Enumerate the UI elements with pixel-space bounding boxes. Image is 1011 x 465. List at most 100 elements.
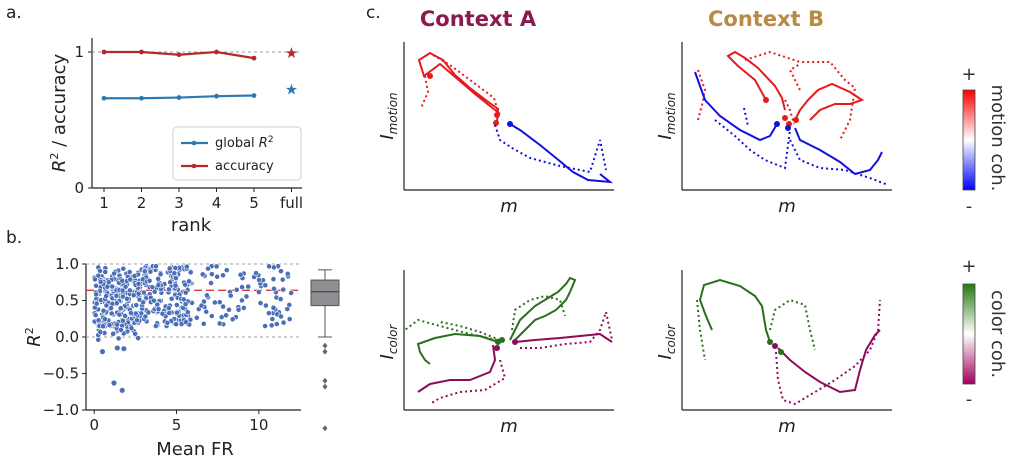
scatter-point [141,289,147,296]
scatter-point [122,283,129,290]
y-axis-label: R2 / accuracy [48,54,70,173]
scatter-point [262,302,269,309]
scatter-point [186,278,192,285]
scatter-point [113,300,120,307]
scatter-point [229,316,236,323]
scatter-point [159,310,166,317]
scatter-point [239,284,245,290]
scatter-point [216,320,223,327]
scatter-point [213,263,220,270]
scatter-point [245,283,252,290]
x-tick-label: 0 [89,416,99,434]
box-flier [322,348,328,355]
scatter-point [279,276,286,283]
scatter-point [126,269,133,275]
scatter-point [114,321,121,328]
scatter-point [135,335,142,342]
colorbar-color-minus: - [966,389,973,410]
scatter-point [256,277,262,283]
scatter-point [239,297,245,304]
data-point [101,49,107,55]
scatter-point [203,308,210,315]
panel-letter-c: c. [366,3,381,23]
data-point [139,49,144,55]
x-tick-label: 2 [137,194,147,212]
box-flier [322,425,328,432]
scatter-point [152,323,159,329]
scatter-point [134,317,140,324]
context-a-title: Context A [420,7,537,31]
x-tick-label: 1 [99,194,109,212]
data-point [139,95,144,101]
scatter-point [111,380,117,386]
scatter-point [280,286,287,293]
scatter-point [284,270,291,277]
y-tick-label: −0.5 [43,365,79,383]
scatter-point [270,304,277,311]
scatter-point [120,265,127,272]
y-tick-label: 1.0 [55,255,79,273]
scatter-point [243,293,250,300]
scatter-point [266,263,273,270]
data-point [101,95,107,101]
scatter-point [97,329,104,336]
x-tick-label: 3 [174,194,184,212]
scatter-point [165,305,172,311]
scatter-point [121,346,127,352]
legend-entry-accuracy: accuracy [215,159,274,174]
scatter-point [157,271,164,278]
y-label-imotion: Imotion [377,92,400,139]
scatter-point [92,312,99,319]
colorbar-color-label: color coh. [987,290,1008,378]
subplot-color-context-a: m Icolor [377,270,614,437]
scatter-point [93,291,100,298]
y-label-icolor-b: Icolor [655,324,678,360]
scatter-point [103,302,110,309]
scatter-point [199,271,206,278]
panel-letter-b: b. [6,228,22,248]
scatter-point [208,280,214,286]
scatter-point [151,288,158,295]
colorbar-motion: + - motion coh. [961,64,1008,217]
full-star-marker: ★ [285,81,298,99]
scatter-point [153,263,159,270]
scatter-point [124,295,130,302]
scatter-point [198,302,205,309]
scatter-point [284,306,291,312]
box-flier [322,342,328,349]
scatter-point [130,292,137,299]
scatter-point [93,300,100,307]
scatter-point [184,309,191,316]
scatter-point [173,275,179,282]
scatter-point [223,267,230,274]
scatter-point [220,272,226,279]
scatter-point [171,270,178,277]
scatter-point [92,276,98,283]
x-label-m: m [500,196,518,217]
scatter-point [116,311,123,318]
scatter-point [166,310,173,316]
scatter-point [172,282,179,289]
scatter-point [119,277,126,284]
x-axis-label-b: Mean FR [156,439,234,460]
scatter-point [235,306,242,313]
data-point [251,93,257,98]
scatter-point [140,299,146,306]
scatter-point [182,281,189,288]
colorbar-color: + - color coh. [961,256,1008,410]
scatter-point [193,314,200,321]
box-flier [322,377,328,384]
scatter-point [182,289,189,296]
scatter-point [187,316,194,323]
scatter-point [255,289,262,295]
scatter-point [172,265,179,271]
scatter-point [271,264,277,271]
panel-b-chart: 1.0 0.5 0.0 −0.5 −1.0 0 5 10 R2 Mean FR [23,255,340,460]
scatter-point [262,282,269,289]
data-point [214,93,219,99]
scatter-point [208,313,215,319]
scatter-point [183,263,190,270]
scatter-point [135,290,142,297]
colorbar-motion-plus: + [961,64,976,85]
